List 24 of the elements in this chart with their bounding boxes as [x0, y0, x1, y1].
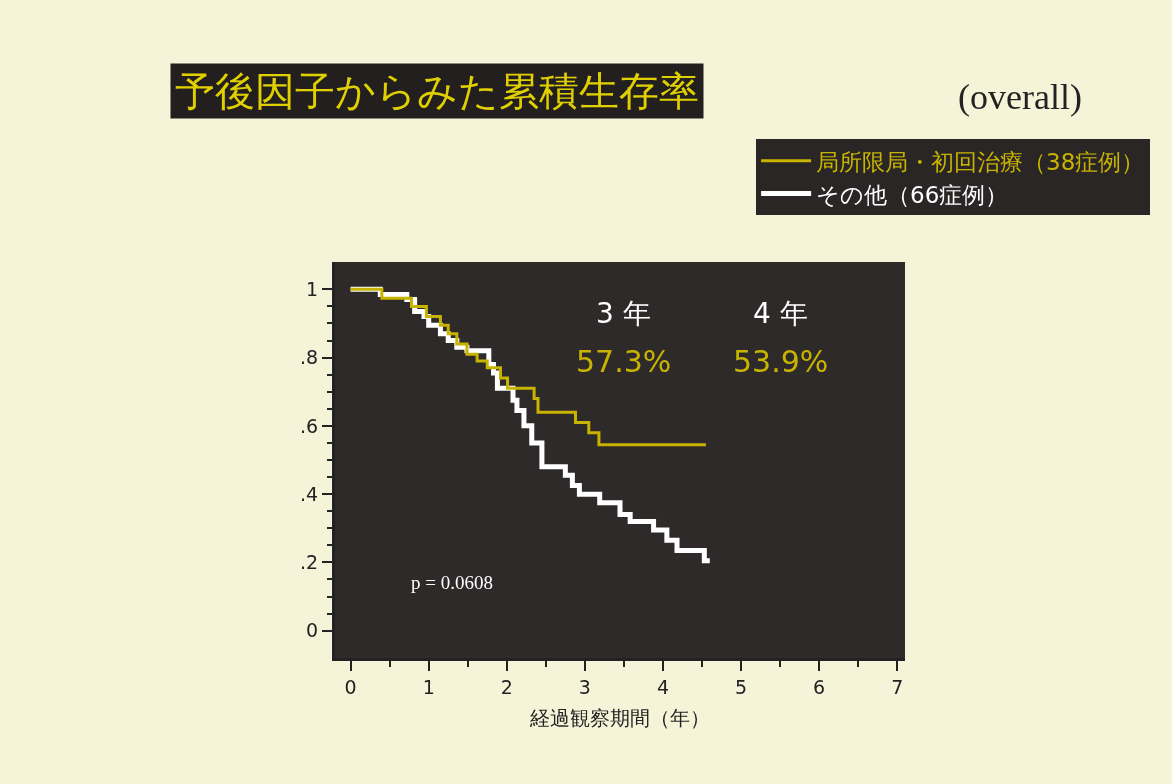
annotation: 53.9% — [733, 344, 829, 379]
annotation: 4 年 — [753, 297, 808, 330]
chart-title: 予後因子からみた累積生存率 — [175, 68, 699, 114]
y-tick-label: .8 — [300, 346, 319, 369]
annotation: 3 年 — [596, 297, 651, 330]
x-tick-label: 1 — [422, 675, 435, 698]
x-axis-title: 経過観察期間（年） — [529, 706, 710, 731]
y-tick-label: .4 — [300, 482, 319, 505]
x-tick-label: 3 — [578, 675, 591, 698]
x-tick-label: 2 — [500, 675, 513, 698]
legend-label: その他（66症例） — [816, 181, 1009, 208]
x-tick-label: 0 — [344, 675, 357, 698]
legend-label: 局所限局・初回治療（38症例） — [816, 148, 1145, 175]
x-tick-label: 5 — [734, 675, 748, 698]
annotation: 57.3% — [576, 344, 672, 379]
y-tick-label: .2 — [300, 551, 319, 574]
x-tick-label: 4 — [656, 675, 669, 698]
y-tick-label: 1 — [306, 277, 319, 300]
y-tick-label: .6 — [300, 414, 319, 437]
annotation: p = 0.0608 — [411, 572, 493, 593]
y-tick-label: 0 — [306, 619, 319, 642]
text: (overall) — [958, 77, 1082, 117]
x-tick-label: 7 — [891, 675, 904, 698]
x-tick-label: 6 — [813, 675, 826, 698]
